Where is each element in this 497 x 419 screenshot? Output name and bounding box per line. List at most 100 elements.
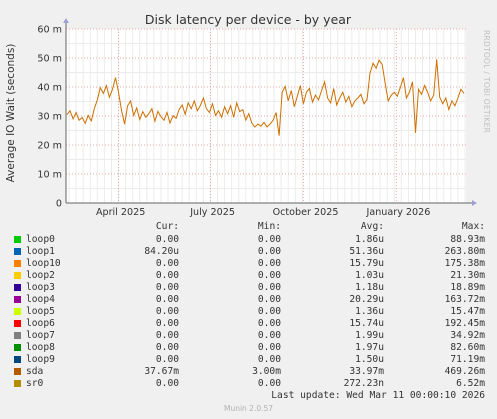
legend-min: 0.00 xyxy=(257,354,281,365)
rrdtool-credit: RRDTOOL / TOBI OETIKER xyxy=(482,30,491,134)
x-tick-label: January 2026 xyxy=(366,207,431,218)
legend-row-loop5: loop5 0.00 0.00 1.36u 15.47m xyxy=(0,306,497,318)
legend-avg: 1.18u xyxy=(355,282,384,293)
legend-swatch xyxy=(14,332,21,339)
legend-cur: 0.00 xyxy=(155,342,179,353)
munin-version: Munin 2.0.57 xyxy=(223,404,274,413)
chart-title: Disk latency per device - by year xyxy=(145,12,352,27)
legend-name: loop0 xyxy=(26,234,55,245)
legend-max: 192.45m xyxy=(444,318,485,329)
y-tick-label: 30 m xyxy=(37,112,62,123)
legend-header-min: Min: xyxy=(257,221,281,232)
legend-max: 21.30m xyxy=(450,270,485,281)
legend-swatch xyxy=(14,260,21,267)
legend-cur: 0.00 xyxy=(155,306,179,317)
y-tick-label: 40 m xyxy=(37,83,62,94)
legend-max: 88.93m xyxy=(450,234,485,245)
y-tick-label: 50 m xyxy=(37,54,62,65)
y-tick-label: 0 xyxy=(56,199,62,210)
series-line-sda xyxy=(66,59,465,136)
legend-row-sda: sda 37.67m 3.00m 33.97m 469.26m xyxy=(0,366,497,378)
legend-avg: 1.03u xyxy=(355,270,384,281)
legend-row-sr0: sr0 0.00 0.00 272.23n 6.52m xyxy=(0,378,497,390)
legend-min: 0.00 xyxy=(257,342,281,353)
legend-max: 6.52m xyxy=(456,378,485,389)
legend-swatch xyxy=(14,284,21,291)
legend-max: 18.89m xyxy=(450,282,485,293)
legend-avg: 1.50u xyxy=(355,354,384,365)
legend-swatch xyxy=(14,356,21,363)
legend-min: 0.00 xyxy=(257,258,281,269)
y-tick-label: 10 m xyxy=(37,170,62,181)
legend-header: Cur: Min: Avg: Max: xyxy=(0,221,497,234)
legend-row-loop6: loop6 0.00 0.00 15.74u 192.45m xyxy=(0,318,497,330)
legend-cur: 0.00 xyxy=(155,318,179,329)
legend-cur: 0.00 xyxy=(155,270,179,281)
x-tick-label: April 2025 xyxy=(96,207,145,218)
legend-avg: 1.86u xyxy=(355,234,384,245)
legend-name: loop9 xyxy=(26,354,55,365)
legend-swatch xyxy=(14,344,21,351)
legend-name: loop8 xyxy=(26,342,55,353)
x-tick-label: October 2025 xyxy=(273,207,339,218)
legend-min: 0.00 xyxy=(257,270,281,281)
legend: Cur: Min: Avg: Max: loop0 0.00 0.00 1.86… xyxy=(0,221,497,390)
legend-row-loop1: loop1 84.20u 0.00 51.36u 263.80m xyxy=(0,246,497,258)
legend-row-loop10: loop10 0.00 0.00 15.79u 175.38m xyxy=(0,258,497,270)
legend-swatch xyxy=(14,248,21,255)
legend-max: 71.19m xyxy=(450,354,485,365)
legend-cur: 0.00 xyxy=(155,354,179,365)
legend-cur: 0.00 xyxy=(155,258,179,269)
legend-avg: 15.74u xyxy=(349,318,384,329)
legend-avg: 272.23n xyxy=(343,378,384,389)
legend-name: loop4 xyxy=(26,294,55,305)
y-tick-label: 20 m xyxy=(37,141,62,152)
legend-row-loop9: loop9 0.00 0.00 1.50u 71.19m xyxy=(0,354,497,366)
x-tick-label: July 2025 xyxy=(189,207,235,218)
y-tick-label: 60 m xyxy=(37,25,62,36)
x-axis-arrow xyxy=(472,200,477,206)
y-axis-arrow xyxy=(63,18,69,23)
legend-min: 3.00m xyxy=(252,366,281,377)
legend-row-loop8: loop8 0.00 0.00 1.97u 82.60m xyxy=(0,342,497,354)
legend-cur: 0.00 xyxy=(155,294,179,305)
legend-cur: 0.00 xyxy=(155,330,179,341)
legend-name: loop3 xyxy=(26,282,55,293)
legend-cur: 37.67m xyxy=(144,366,179,377)
legend-name: loop5 xyxy=(26,306,55,317)
grid xyxy=(66,28,466,203)
legend-min: 0.00 xyxy=(257,282,281,293)
legend-max: 15.47m xyxy=(450,306,485,317)
legend-swatch xyxy=(14,236,21,243)
legend-row-loop4: loop4 0.00 0.00 20.29u 163.72m xyxy=(0,294,497,306)
axes xyxy=(63,18,477,206)
legend-min: 0.00 xyxy=(257,330,281,341)
legend-swatch xyxy=(14,272,21,279)
legend-cur: 0.00 xyxy=(155,378,179,389)
legend-swatch xyxy=(14,308,21,315)
legend-row-loop7: loop7 0.00 0.00 1.99u 34.92m xyxy=(0,330,497,342)
legend-avg: 20.29u xyxy=(349,294,384,305)
chart-svg: 0 10 m 20 m 30 m 40 m 50 m 60 m April 2025 July… xyxy=(5,12,477,218)
legend-avg: 1.97u xyxy=(355,342,384,353)
legend-row-loop3: loop3 0.00 0.00 1.18u 18.89m xyxy=(0,282,497,294)
legend-name: loop6 xyxy=(26,318,55,329)
legend-max: 175.38m xyxy=(444,258,485,269)
legend-min: 0.00 xyxy=(257,306,281,317)
legend-name: loop1 xyxy=(26,246,55,257)
series-layer xyxy=(66,59,465,136)
legend-row-loop2: loop2 0.00 0.00 1.03u 21.30m xyxy=(0,270,497,282)
last-update: Last update: Wed Mar 11 00:00:10 2026 xyxy=(271,390,485,401)
legend-min: 0.00 xyxy=(257,318,281,329)
legend-header-avg: Avg: xyxy=(360,221,384,232)
legend-min: 0.00 xyxy=(257,294,281,305)
legend-avg: 1.99u xyxy=(355,330,384,341)
legend-cur: 0.00 xyxy=(155,282,179,293)
legend-swatch xyxy=(14,296,21,303)
legend-max: 263.80m xyxy=(444,246,485,257)
legend-avg: 51.36u xyxy=(349,246,384,257)
legend-max: 163.72m xyxy=(444,294,485,305)
legend-min: 0.00 xyxy=(257,246,281,257)
legend-min: 0.00 xyxy=(257,378,281,389)
legend-max: 469.26m xyxy=(444,366,485,377)
